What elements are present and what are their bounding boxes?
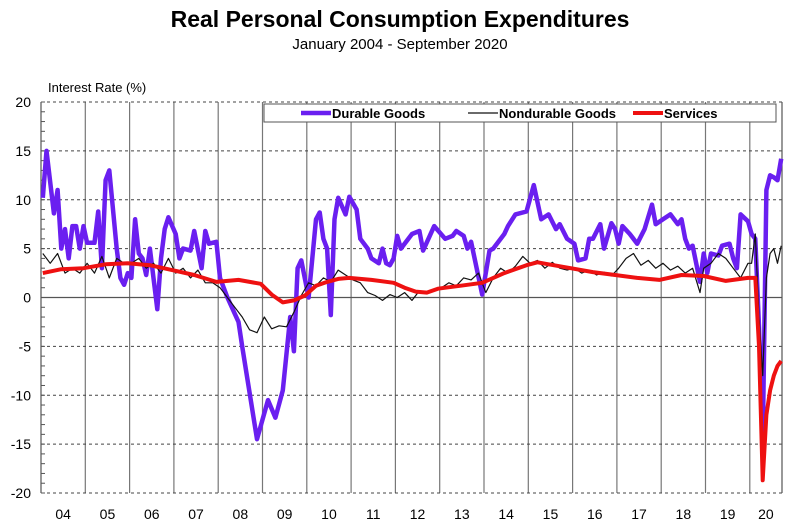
y-tick-label: -10 bbox=[11, 387, 31, 403]
chart-subtitle: January 2004 - September 2020 bbox=[292, 36, 508, 53]
y-tick-label: -15 bbox=[11, 436, 31, 452]
x-tick-label: 16 bbox=[587, 506, 603, 522]
y-axis-label: Interest Rate (%) bbox=[48, 80, 147, 95]
x-tick-label: 06 bbox=[144, 506, 160, 522]
x-tick-label: 18 bbox=[676, 506, 692, 522]
chart-title: Real Personal Consumption Expenditures bbox=[170, 6, 630, 32]
x-tick-label: 13 bbox=[454, 506, 470, 522]
legend-label: Durable Goods bbox=[332, 106, 425, 121]
x-tick-label: 12 bbox=[410, 506, 426, 522]
y-tick-label: 20 bbox=[15, 94, 31, 110]
y-tick-label: 0 bbox=[23, 290, 31, 306]
x-tick-label: 17 bbox=[631, 506, 647, 522]
y-tick-label: 5 bbox=[23, 241, 31, 257]
x-tick-label: 04 bbox=[55, 506, 71, 522]
y-tick-label: 15 bbox=[15, 143, 31, 159]
series-line-nondurable-goods bbox=[42, 233, 782, 377]
y-tick-label: -5 bbox=[19, 338, 32, 354]
legend-label: Services bbox=[664, 106, 718, 121]
x-tick-label: 15 bbox=[543, 506, 559, 522]
x-tick-label: 19 bbox=[720, 506, 736, 522]
x-tick-label: 05 bbox=[100, 506, 116, 522]
series-line-services bbox=[42, 260, 783, 483]
y-tick-label: 10 bbox=[15, 192, 31, 208]
x-tick-label: 20 bbox=[758, 506, 774, 522]
x-tick-label: 07 bbox=[188, 506, 204, 522]
x-tick-label: 11 bbox=[366, 506, 381, 522]
x-tick-label: 08 bbox=[233, 506, 249, 522]
y-tick-label: -20 bbox=[11, 485, 31, 501]
x-tick-label: 14 bbox=[498, 506, 514, 522]
series-line-durable-goods bbox=[40, 148, 784, 447]
x-tick-label: 09 bbox=[277, 506, 293, 522]
legend-box bbox=[263, 103, 777, 123]
legend-label: Nondurable Goods bbox=[499, 106, 616, 121]
x-tick-label: 10 bbox=[321, 506, 337, 522]
